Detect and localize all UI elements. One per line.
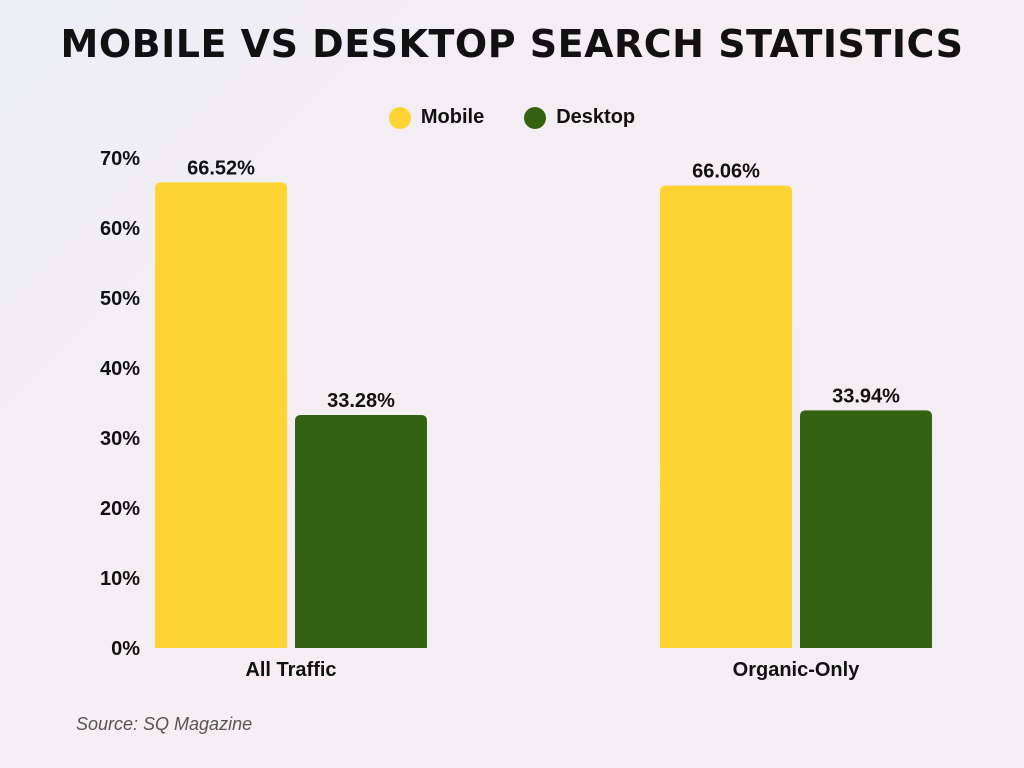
y-tick-label: 70%	[100, 148, 140, 170]
bar-value-label: 66.52%	[187, 157, 255, 179]
y-tick-label: 10%	[100, 568, 140, 590]
bar-value-label: 33.28%	[327, 390, 395, 412]
bar-desktop-all-traffic	[295, 415, 427, 648]
legend-item-mobile: Mobile	[388, 106, 485, 129]
bar-mobile-all-traffic	[155, 182, 287, 649]
legend-label-desktop: Desktop	[556, 106, 636, 128]
y-tick-label: 20%	[100, 498, 140, 520]
y-tick-label: 50%	[100, 288, 140, 310]
y-tick-label: 30%	[100, 428, 140, 450]
y-tick-label: 40%	[100, 358, 140, 380]
legend-swatch-desktop	[524, 106, 547, 129]
bar-value-label: 66.06%	[692, 161, 760, 183]
x-category-label: Organic-Only	[733, 659, 861, 681]
legend-swatch-mobile	[388, 106, 411, 129]
chart-title: MOBILE VS DESKTOP SEARCH STATISTICS	[60, 22, 964, 66]
legend-item-desktop: Desktop	[524, 106, 635, 129]
legend-label-mobile: Mobile	[420, 106, 485, 128]
bar-value-label: 33.94%	[832, 385, 900, 407]
source-note: Source: SQ Magazine	[76, 714, 253, 734]
y-tick-label: 60%	[100, 218, 140, 240]
legend: Mobile Desktop	[0, 106, 1024, 129]
x-category-label: All Traffic	[245, 659, 336, 681]
bar-desktop-organic-only	[800, 410, 932, 648]
y-tick-label: 0%	[111, 638, 140, 660]
bar-mobile-organic-only	[660, 185, 792, 648]
